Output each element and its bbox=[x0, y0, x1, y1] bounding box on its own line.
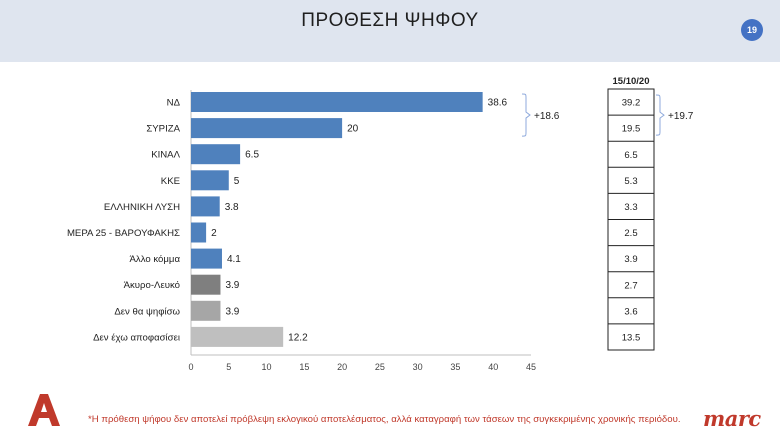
page-number-badge: 19 bbox=[741, 19, 763, 41]
bar bbox=[191, 248, 222, 269]
data-label: 12.2 bbox=[288, 332, 308, 343]
category-label: ΚΚΕ bbox=[161, 176, 180, 187]
data-label: 5 bbox=[234, 176, 240, 187]
x-tick-label: 15 bbox=[299, 362, 309, 372]
category-label: ΚΙΝΑΛ bbox=[151, 150, 180, 161]
data-label: 3.9 bbox=[225, 306, 239, 317]
header-band: ΠΡΟΘΕΣΗ ΨΗΦΟΥ 19 bbox=[0, 0, 780, 62]
x-tick-label: 25 bbox=[375, 362, 385, 372]
comparison-cell: 5.3 bbox=[624, 176, 637, 187]
bar bbox=[191, 170, 229, 191]
alpha-logo-icon bbox=[24, 392, 64, 433]
category-label: ΣΥΡΙΖΑ bbox=[146, 124, 180, 135]
data-label: 3.8 bbox=[225, 202, 239, 213]
data-label: 38.6 bbox=[488, 98, 508, 109]
x-tick-label: 5 bbox=[226, 362, 231, 372]
marc-logo: marc bbox=[703, 406, 761, 431]
category-label: ΜΕΡΑ 25 - ΒΑΡΟΥΦΑΚΗΣ bbox=[67, 228, 180, 239]
x-tick-label: 35 bbox=[450, 362, 460, 372]
comparison-cell: 19.5 bbox=[622, 124, 641, 135]
bar bbox=[191, 326, 284, 347]
data-label: 6.5 bbox=[245, 150, 259, 161]
category-label: ΝΔ bbox=[167, 98, 181, 109]
category-label: Άκυρο-Λευκό bbox=[124, 280, 180, 291]
gap-bracket bbox=[521, 93, 531, 137]
page-title: ΠΡΟΘΕΣΗ ΨΗΦΟΥ bbox=[301, 10, 479, 31]
x-tick-label: 40 bbox=[488, 362, 498, 372]
bar bbox=[191, 144, 241, 165]
comparison-cell: 3.9 bbox=[624, 254, 637, 265]
x-tick-label: 0 bbox=[188, 362, 193, 372]
category-label: Άλλο κόμμα bbox=[130, 254, 181, 265]
bar bbox=[191, 300, 221, 321]
comparison-gap-label: +19.7 bbox=[668, 111, 694, 122]
bar bbox=[191, 196, 220, 217]
footnote: *Η πρόθεση ψήφου δεν αποτελεί πρόβλεψη ε… bbox=[88, 414, 681, 425]
x-tick-label: 30 bbox=[413, 362, 423, 372]
x-tick-label: 45 bbox=[526, 362, 536, 372]
bar bbox=[191, 92, 483, 112]
comparison-cell: 3.6 bbox=[624, 306, 637, 317]
category-label: Δεν έχω αποφασίσει bbox=[93, 332, 180, 343]
bar bbox=[191, 118, 343, 139]
comparison-cell: 3.3 bbox=[624, 202, 637, 213]
category-label: ΕΛΛΗΝΙΚΗ ΛΥΣΗ bbox=[104, 202, 180, 213]
data-label: 20 bbox=[347, 124, 359, 135]
data-label: 3.9 bbox=[225, 280, 239, 291]
comparison-cell: 39.2 bbox=[622, 98, 641, 109]
comparison-gap-bracket bbox=[655, 94, 665, 136]
bar bbox=[191, 274, 221, 295]
category-label: Δεν θα ψηφίσω bbox=[114, 306, 180, 317]
x-tick-label: 20 bbox=[337, 362, 347, 372]
bar bbox=[191, 222, 207, 243]
x-tick-label: 10 bbox=[262, 362, 272, 372]
data-label: 2 bbox=[211, 228, 217, 239]
comparison-cell: 2.5 bbox=[624, 228, 637, 239]
gap-label: +18.6 bbox=[534, 111, 560, 122]
comparison-header: 15/10/20 bbox=[613, 76, 650, 87]
comparison-cell: 2.7 bbox=[624, 280, 637, 291]
data-label: 4.1 bbox=[227, 254, 241, 265]
comparison-cell: 6.5 bbox=[624, 150, 637, 161]
comparison-cell: 13.5 bbox=[622, 332, 641, 343]
